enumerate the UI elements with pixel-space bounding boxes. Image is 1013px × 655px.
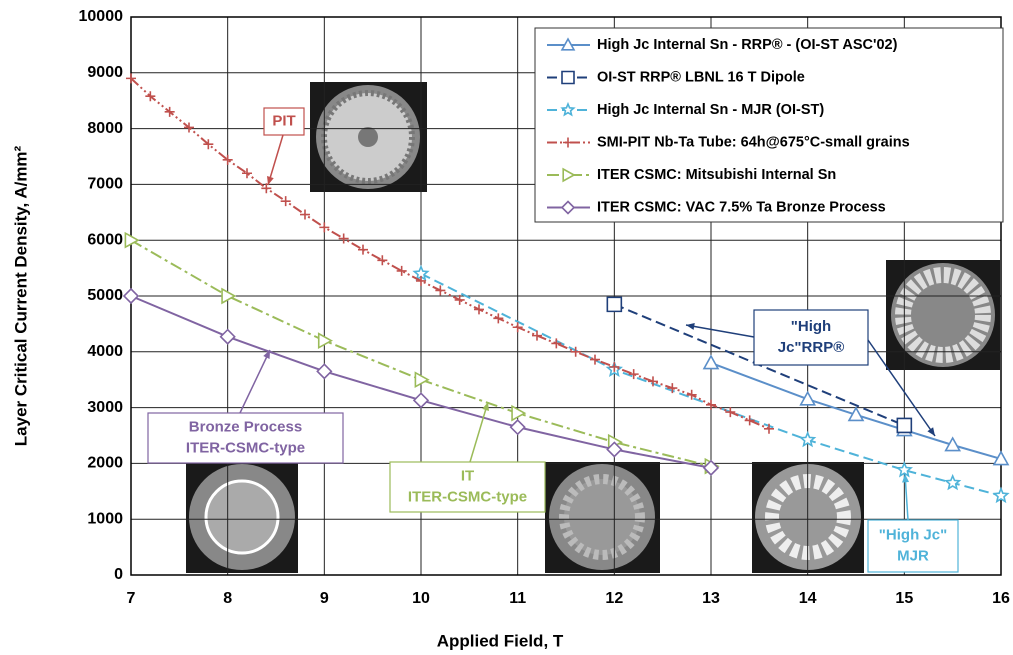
- x-tick-label: 13: [702, 590, 720, 607]
- data-point: [222, 289, 235, 303]
- annotation-arrow: [470, 402, 488, 462]
- legend-label: OI-ST RRP® LBNL 16 T Dipole: [597, 69, 805, 85]
- data-point: [551, 338, 561, 348]
- data-point: [339, 234, 349, 244]
- annotation-arrow: [240, 350, 270, 413]
- data-point: [704, 356, 718, 369]
- data-point: [897, 418, 911, 432]
- y-tick-label: 8000: [87, 120, 123, 137]
- x-tick-label: 12: [605, 590, 623, 607]
- legend-label: ITER CSMC: VAC 7.5% Ta Bronze Process: [597, 199, 886, 215]
- data-point: [317, 364, 331, 378]
- data-point: [358, 245, 368, 255]
- annotation-text: Bronze Process: [189, 418, 302, 435]
- y-tick-label: 2000: [87, 455, 123, 472]
- arrow-head: [482, 402, 489, 411]
- x-tick-label: 9: [320, 590, 329, 607]
- y-tick-label: 5000: [87, 287, 123, 304]
- legend-label: High Jc Internal Sn - MJR (OI-ST): [597, 102, 824, 118]
- legend-label: ITER CSMC: Mitsubishi Internal Sn: [597, 167, 836, 183]
- y-axis-label: Layer Critical Current Density, A/mm²: [11, 145, 30, 446]
- data-point: [124, 289, 138, 303]
- data-point: [590, 355, 600, 365]
- annotation-text: "High Jc": [879, 526, 947, 543]
- data-point: [801, 392, 815, 405]
- data-point: [512, 406, 525, 420]
- data-point: [994, 489, 1007, 502]
- x-tick-label: 8: [223, 590, 232, 607]
- data-point: [414, 393, 428, 407]
- annotation-text: ITER-CSMC-type: [408, 488, 527, 505]
- chart: Applied Field, T Layer Critical Current …: [0, 0, 1013, 655]
- y-tick-label: 0: [114, 566, 123, 583]
- data-point: [377, 255, 387, 265]
- y-tick-label: 4000: [87, 343, 123, 360]
- thumbnail: [358, 127, 378, 147]
- data-point: [474, 304, 484, 314]
- annotation-text: "High: [791, 318, 831, 335]
- annotation-arrow: [686, 325, 754, 337]
- x-tick-label: 11: [509, 590, 526, 607]
- data-point: [801, 433, 814, 446]
- data-point: [319, 334, 332, 348]
- annotation-text: ITER-CSMC-type: [186, 439, 305, 456]
- annotation-text: MJR: [897, 547, 929, 564]
- thumbnail: [206, 481, 278, 553]
- data-point: [607, 297, 621, 311]
- data-point: [435, 285, 445, 295]
- x-tick-label: 16: [992, 590, 1010, 607]
- arrow-head: [267, 176, 274, 185]
- data-point: [706, 400, 716, 410]
- y-tick-label: 9000: [87, 64, 123, 81]
- x-tick-label: 14: [799, 590, 817, 607]
- y-tick-label: 6000: [87, 231, 123, 248]
- x-tick-label: 10: [412, 590, 430, 607]
- data-point: [511, 420, 525, 434]
- thumbnail: [564, 479, 640, 555]
- y-tick-label: 3000: [87, 399, 123, 416]
- y-tick-label: 10000: [79, 8, 124, 25]
- annotation: PIT: [264, 108, 304, 185]
- y-tick-label: 1000: [87, 510, 123, 527]
- annotation-text: PIT: [272, 112, 295, 129]
- legend-box: [535, 28, 1003, 222]
- x-tick-label: 7: [127, 590, 136, 607]
- x-axis-label: Applied Field, T: [437, 631, 564, 650]
- data-point: [725, 407, 735, 417]
- x-tick-label: 15: [895, 590, 913, 607]
- data-point: [667, 383, 677, 393]
- annotation-text: IT: [461, 467, 474, 484]
- data-point: [221, 330, 235, 344]
- legend: High Jc Internal Sn - RRP® - (OI-ST ASC'…: [535, 28, 1003, 222]
- arrow-head: [686, 323, 695, 330]
- legend-marker: [562, 72, 574, 84]
- arrow-head: [927, 427, 935, 436]
- data-point: [397, 266, 407, 276]
- data-point: [415, 373, 428, 387]
- data-point: [532, 331, 542, 341]
- annotation: IT ITER-CSMC-type: [390, 402, 545, 512]
- legend-label: SMI-PIT Nb-Ta Tube: 64h@675°C-small grai…: [597, 134, 910, 150]
- data-point: [946, 476, 959, 489]
- data-point: [898, 463, 911, 476]
- legend-label: High Jc Internal Sn - RRP® - (OI-ST ASC'…: [597, 37, 898, 53]
- annotation: "High Jc" MJR: [868, 474, 958, 572]
- data-point: [745, 415, 755, 425]
- y-tick-label: 7000: [87, 176, 123, 193]
- annotation-text: Jc"RRP®: [778, 339, 845, 356]
